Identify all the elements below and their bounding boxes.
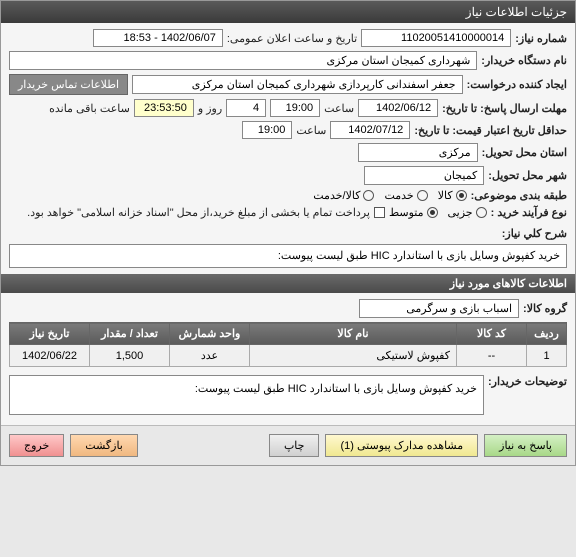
group-field: اسباب بازی و سرگرمی (359, 299, 519, 318)
footer-bar: پاسخ به نیاز مشاهده مدارک پیوستی (1) چاپ… (1, 425, 575, 465)
remain-label: ساعت باقی مانده (49, 102, 130, 115)
group-label: گروه کالا: (523, 302, 567, 315)
buyer-label: نام دستگاه خریدار: (481, 54, 567, 67)
buy-type-label: نوع فرآیند خرید : (491, 206, 567, 219)
class-radio-group: کالا خدمت کالا/خدمت (313, 189, 466, 202)
col-qty: تعداد / مقدار (90, 323, 170, 345)
items-table: ردیف کد کالا نام کالا واحد شمارش تعداد /… (9, 322, 567, 367)
main-window: جزئیات اطلاعات نیاز شماره نیاز: 11020051… (0, 0, 576, 466)
titlebar: جزئیات اطلاعات نیاز (1, 1, 575, 23)
buyer-field: شهرداری کمیجان استان مرکزی (9, 51, 477, 70)
radio-icon (476, 207, 487, 218)
time-label-1: ساعت (324, 102, 354, 115)
day-and-label: روز و (198, 102, 222, 115)
radio-icon (427, 207, 438, 218)
col-row: ردیف (527, 323, 567, 345)
col-code: کد کالا (457, 323, 527, 345)
radio-icon (417, 190, 428, 201)
cell-name: کفپوش لاستیکی (250, 345, 457, 367)
city-field: کمیجان (364, 166, 484, 185)
buyer-notes-label: توضیحات خریدار: (488, 375, 567, 388)
province-field: مرکزی (358, 143, 478, 162)
requester-label: ایجاد کننده درخواست: (467, 78, 567, 91)
class-both-radio[interactable]: کالا/خدمت (313, 189, 374, 202)
deadline-date-field: 1402/06/12 (358, 99, 438, 117)
cell-date: 1402/06/22 (10, 345, 90, 367)
contact-button[interactable]: اطلاعات تماس خریدار (9, 74, 128, 95)
deadline-time-field: 19:00 (270, 99, 320, 117)
need-no-field: 11020051410000014 (361, 29, 511, 47)
window-title: جزئیات اطلاعات نیاز (466, 5, 567, 19)
col-name: نام کالا (250, 323, 457, 345)
province-label: استان محل تحویل: (482, 146, 567, 159)
spacer (144, 434, 263, 457)
buyer-notes-text: خرید کفپوش وسایل بازی با استاندارد HIC ط… (9, 375, 484, 415)
city-label: شهر محل تحویل: (488, 169, 567, 182)
days-field: 4 (226, 99, 266, 117)
col-date: تاریخ نیاز (10, 323, 90, 345)
col-unit: واحد شمارش (170, 323, 250, 345)
radio-icon (363, 190, 374, 201)
time-label-2: ساعت (296, 124, 326, 137)
buy-note: پرداخت تمام یا بخشی از مبلغ خرید،از محل … (27, 206, 370, 219)
buy-type-radio-group: جزیی متوسط (389, 206, 487, 219)
print-button[interactable]: چاپ (269, 434, 320, 457)
reply-button[interactable]: پاسخ به نیاز (484, 434, 567, 457)
exit-button[interactable]: خروج (9, 434, 64, 457)
buy-medium-radio[interactable]: متوسط (389, 206, 438, 219)
summary-text: خرید کفپوش وسایل بازی با استاندارد HIC ط… (9, 244, 567, 268)
class-service-radio[interactable]: خدمت (384, 189, 427, 202)
summary-label: شرح كلي نياز: (502, 227, 567, 240)
requester-field: جعفر اسفندانی کارپردازی شهرداری کمیجان ا… (132, 75, 463, 94)
cell-row: 1 (527, 345, 567, 367)
class-label: طبقه بندی موضوعی: (471, 189, 567, 202)
cell-unit: عدد (170, 345, 250, 367)
class-goods-radio[interactable]: کالا (438, 189, 467, 202)
valid-date-field: 1402/07/12 (330, 121, 410, 139)
need-no-label: شماره نیاز: (515, 32, 567, 45)
cell-code: -- (457, 345, 527, 367)
announce-field: 1402/06/07 - 18:53 (93, 29, 223, 47)
treasury-checkbox[interactable] (374, 207, 385, 218)
back-button[interactable]: بازگشت (70, 434, 138, 457)
announce-label: تاریخ و ساعت اعلان عمومی: (227, 32, 357, 45)
table-header-row: ردیف کد کالا نام کالا واحد شمارش تعداد /… (10, 323, 567, 345)
items-header: اطلاعات کالاهای مورد نیاز (1, 274, 575, 293)
countdown-field: 23:53:50 (134, 99, 194, 117)
valid-label: حداقل تاریخ اعتبار قیمت: تا تاریخ: (414, 124, 567, 137)
deadline-label: مهلت ارسال پاسخ: تا تاریخ: (442, 102, 567, 115)
docs-button[interactable]: مشاهده مدارک پیوستی (1) (325, 434, 478, 457)
content-area: شماره نیاز: 11020051410000014 تاریخ و سا… (1, 23, 575, 425)
valid-time-field: 19:00 (242, 121, 292, 139)
table-row[interactable]: 1 -- کفپوش لاستیکی عدد 1,500 1402/06/22 (10, 345, 567, 367)
cell-qty: 1,500 (90, 345, 170, 367)
radio-icon (456, 190, 467, 201)
buy-small-radio[interactable]: جزیی (448, 206, 487, 219)
